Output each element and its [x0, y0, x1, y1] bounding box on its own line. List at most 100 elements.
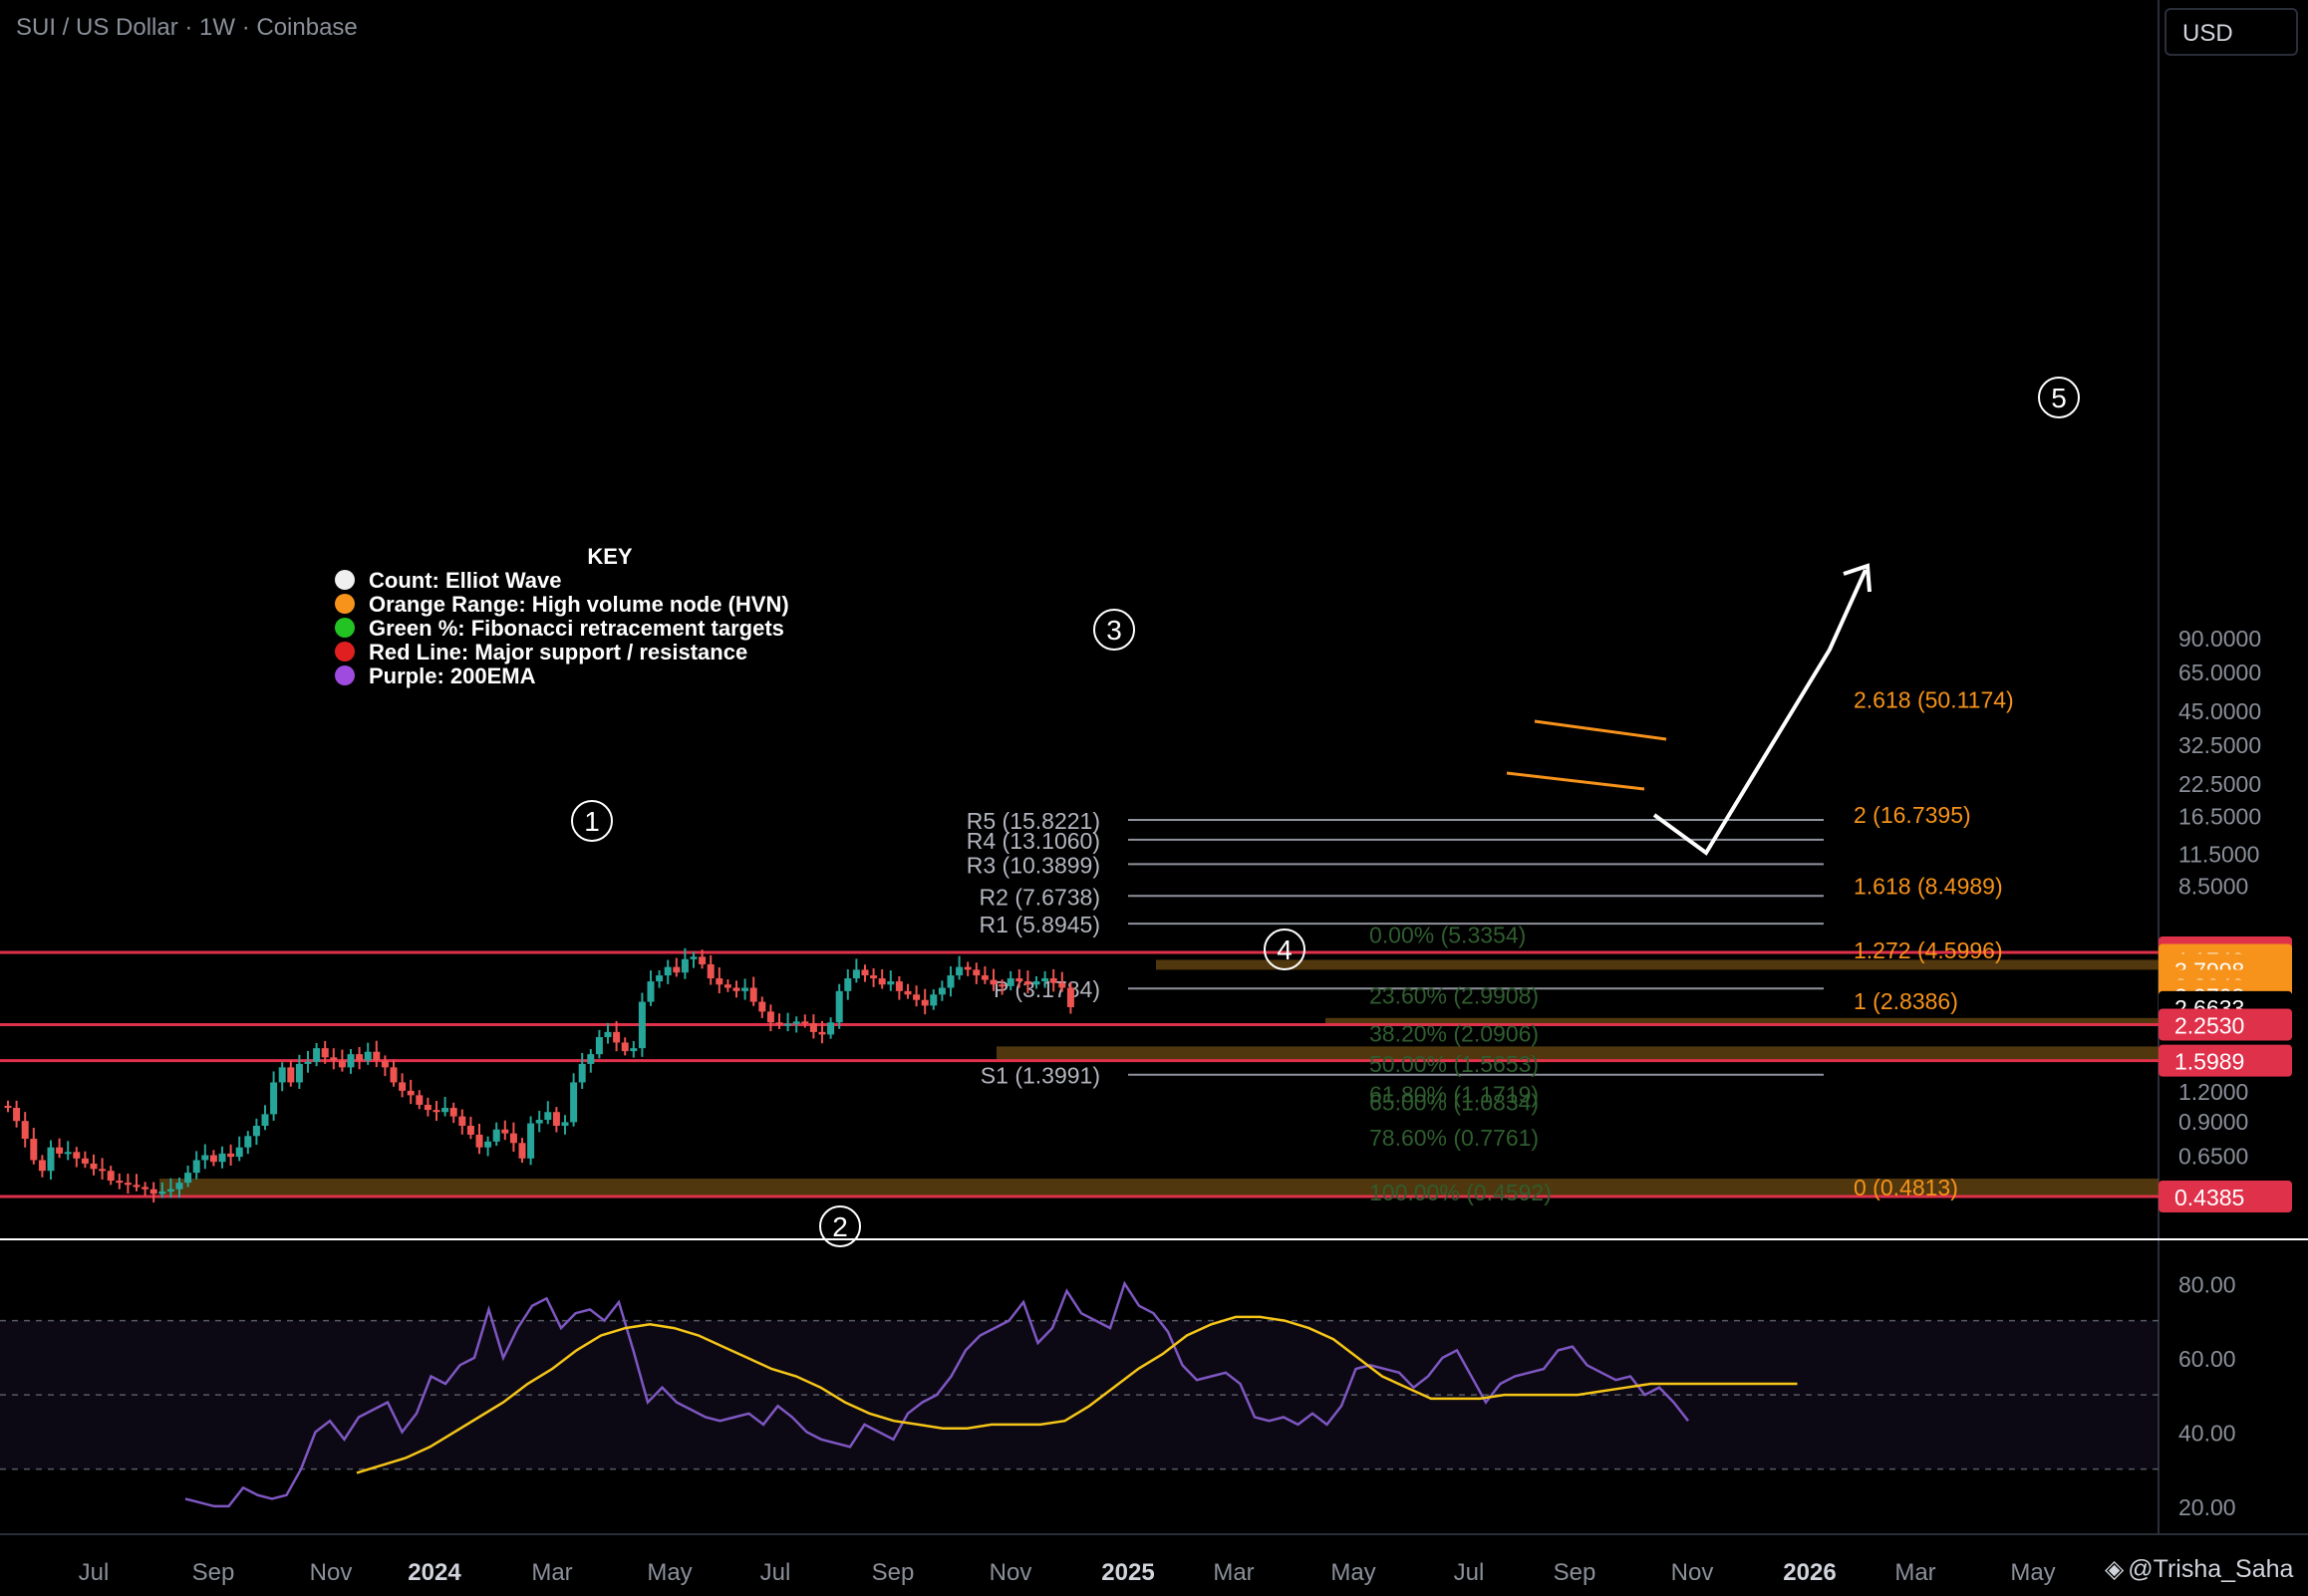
- candle-body: [381, 1060, 389, 1068]
- price-badge: [2159, 1008, 2292, 1041]
- candle-body: [175, 1183, 183, 1190]
- rsi-line: [184, 1280, 1689, 1508]
- fib-extension-label: 2 (16.7395): [1854, 802, 1971, 828]
- candle-body: [149, 1189, 157, 1195]
- fib-retracement-label: 50.00% (1.5653): [1369, 1051, 1539, 1077]
- candle-body: [973, 969, 981, 976]
- fib-retracement-label: 61.80% (1.1719): [1369, 1081, 1539, 1107]
- candle-body: [90, 1163, 98, 1170]
- candle-body: [1032, 981, 1040, 985]
- candle-body: [330, 1057, 338, 1061]
- price-badge: [2159, 1044, 2292, 1077]
- candle-body: [981, 975, 989, 980]
- candle-body: [390, 1067, 398, 1083]
- pivot-label: R2 (7.6738): [980, 884, 1100, 910]
- candle-body: [844, 978, 852, 991]
- candle-body: [852, 969, 860, 979]
- candle-body: [475, 1134, 483, 1148]
- price-axis-tick: 65.0000: [2178, 660, 2261, 685]
- candle-body: [1041, 978, 1049, 982]
- hvn-zone: [1156, 959, 2159, 970]
- time-axis-tick: May: [2010, 1559, 2055, 1586]
- candle-body: [621, 1042, 629, 1052]
- price-axis-tick: 45.0000: [2178, 698, 2261, 724]
- fib-retracement-label: 23.60% (2.9908): [1369, 983, 1539, 1009]
- candle-body: [270, 1082, 278, 1115]
- candle-body: [313, 1048, 321, 1062]
- candle-body: [741, 987, 749, 991]
- fib-retracement-label: 78.60% (0.7761): [1369, 1125, 1539, 1151]
- candle-body: [287, 1067, 295, 1083]
- candle-body: [835, 990, 843, 1023]
- price-axis-tick: 0.9000: [2178, 1109, 2248, 1135]
- wave-marker-label: 5: [2051, 383, 2067, 413]
- candle-body: [64, 1152, 72, 1155]
- candle-body: [535, 1120, 543, 1124]
- rsi-ma-line: [356, 1315, 1798, 1474]
- candle-body: [647, 981, 655, 1002]
- candle-body: [227, 1153, 235, 1158]
- price-axis-tick: 0.6500: [2178, 1144, 2248, 1170]
- time-axis-tick: Nov: [1671, 1559, 1714, 1586]
- time-axis-tick: Nov: [310, 1559, 353, 1586]
- wave-marker-circle: [1093, 609, 1135, 651]
- candle-body: [749, 987, 757, 1002]
- hvn-zone: [1325, 1017, 2159, 1026]
- watermark-text: @Trisha_Saha: [2128, 1555, 2294, 1583]
- candle-body: [13, 1108, 21, 1122]
- legend-item: Green %: Fibonacci retracement targets: [369, 616, 784, 641]
- candle-body: [81, 1158, 89, 1164]
- candle-body: [775, 1022, 783, 1025]
- candle-body: [656, 975, 664, 982]
- candle-body: [295, 1063, 303, 1083]
- candle-body: [630, 1048, 638, 1052]
- fib-extension-label: 1.618 (8.4989): [1854, 874, 2003, 900]
- candle-body: [501, 1129, 509, 1134]
- candle-body: [930, 994, 938, 1006]
- candle-body: [30, 1139, 38, 1161]
- candle-body: [416, 1095, 424, 1105]
- fib-extension-label: 1 (2.8386): [1854, 988, 1958, 1014]
- time-axis-tick: Sep: [192, 1559, 235, 1586]
- legend-dot-icon: [335, 642, 355, 662]
- candle-body: [732, 987, 740, 991]
- candle-body: [809, 1023, 817, 1032]
- candle-body: [278, 1067, 286, 1083]
- currency-selector[interactable]: USD: [2164, 8, 2298, 56]
- price-axis-tick: 16.5000: [2178, 804, 2261, 830]
- tradingview-logo-icon: ◈: [2105, 1555, 2125, 1583]
- candle-body: [673, 966, 681, 973]
- author-watermark: ◈ @Trisha_Saha: [2105, 1554, 2293, 1584]
- candle-body: [373, 1051, 381, 1061]
- pivot-label: R4 (13.1060): [967, 828, 1100, 854]
- time-axis-tick: Mar: [1213, 1559, 1254, 1586]
- wave-marker-label: 4: [1277, 934, 1293, 965]
- time-axis-tick: Mar: [1894, 1559, 1935, 1586]
- legend-dot-icon: [335, 665, 355, 685]
- candle-body: [99, 1169, 107, 1172]
- time-axis-tick: Sep: [872, 1559, 915, 1586]
- candle-body: [407, 1090, 415, 1096]
- time-axis-tick: Mar: [531, 1559, 572, 1586]
- symbol-title: SUI / US Dollar · 1W · Coinbase: [16, 14, 358, 41]
- candle-body: [21, 1121, 29, 1140]
- candle-body: [758, 1001, 766, 1012]
- price-axis-tick: 22.5000: [2178, 771, 2261, 797]
- candle-body: [699, 956, 707, 964]
- candle-body: [433, 1110, 440, 1113]
- candle-body: [47, 1147, 55, 1172]
- candle-body: [321, 1048, 329, 1058]
- flag-lower-line: [1506, 771, 1645, 791]
- candle-body: [604, 1031, 612, 1038]
- candle-body: [723, 984, 731, 988]
- candle-body: [956, 966, 964, 976]
- legend-title: KEY: [587, 544, 633, 569]
- candle-body: [424, 1104, 432, 1111]
- candle-body: [595, 1037, 603, 1055]
- projection-path: [1652, 569, 1868, 856]
- wave-marker-label: 1: [584, 806, 600, 837]
- candle-body: [509, 1133, 517, 1144]
- candle-body: [527, 1123, 535, 1159]
- candle-body: [818, 1031, 826, 1035]
